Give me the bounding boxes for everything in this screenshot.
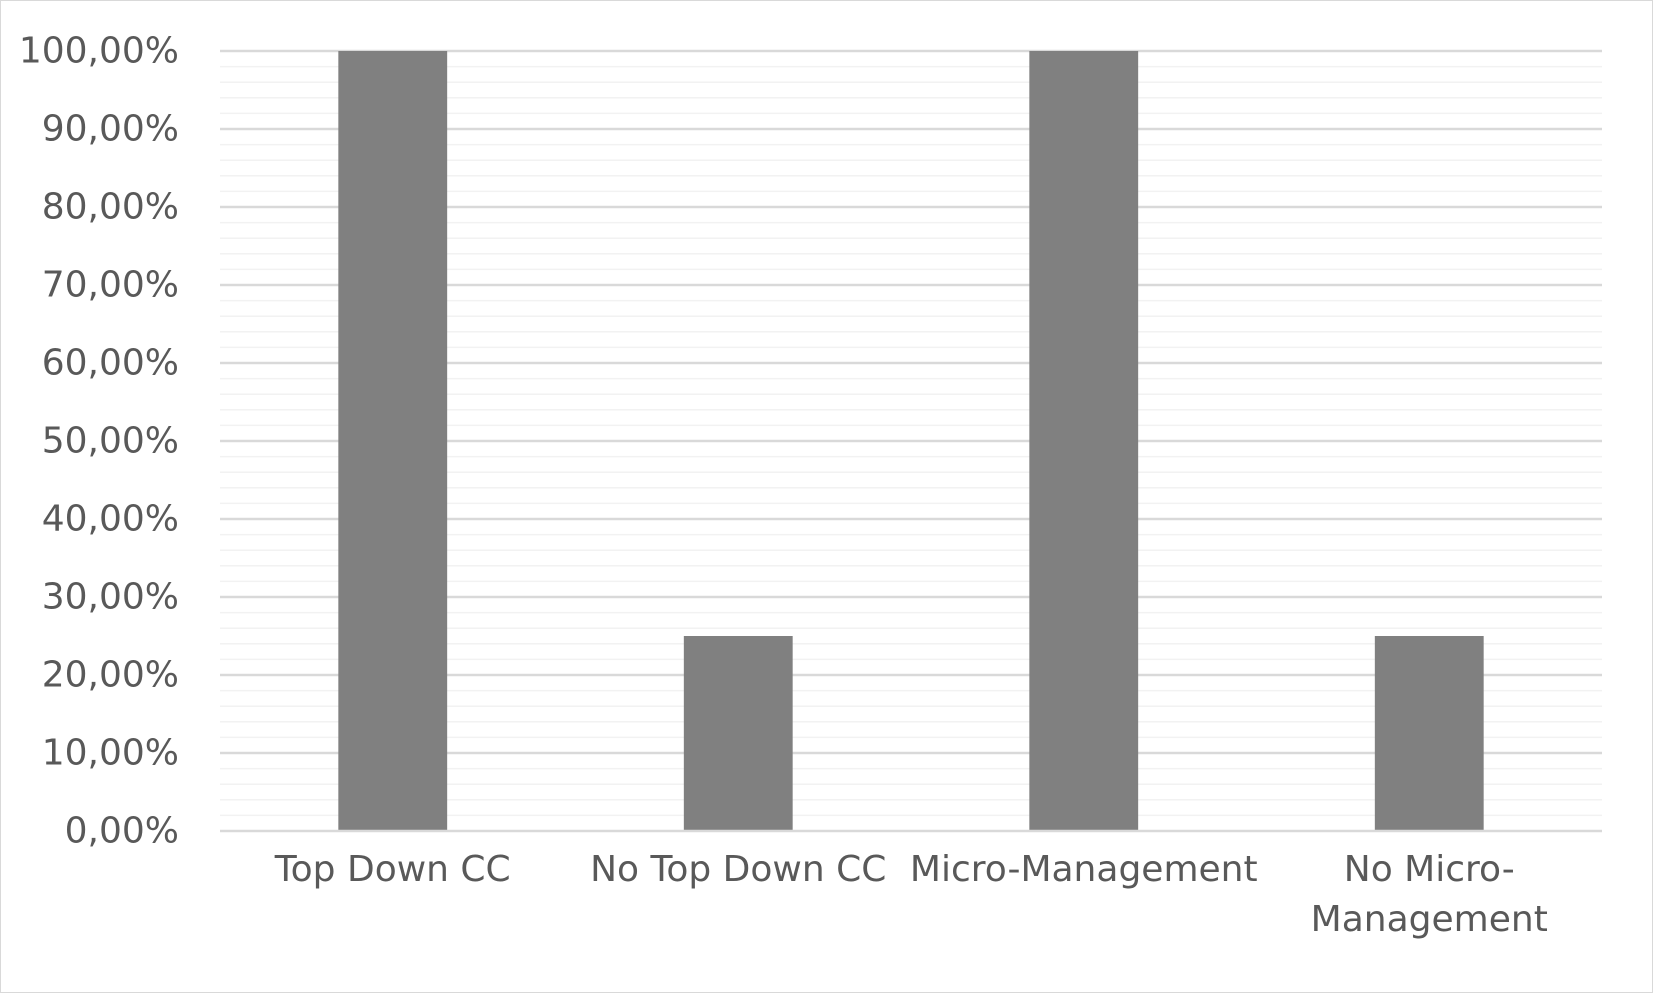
y-tick-label: 20,00% — [42, 655, 179, 696]
bar — [1374, 636, 1484, 831]
x-category-label: Micro-Management — [910, 849, 1258, 890]
y-tick-label: 80,00% — [42, 187, 179, 228]
y-tick-label: 70,00% — [42, 265, 179, 306]
y-tick-label: 50,00% — [42, 421, 179, 462]
y-tick-label: 30,00% — [42, 577, 179, 618]
x-category-label: Top Down CC — [274, 849, 511, 890]
y-tick-label: 40,00% — [42, 499, 179, 540]
y-tick-label: 60,00% — [42, 343, 179, 384]
grid-layer — [220, 49, 1602, 817]
y-tick-label: 10,00% — [42, 733, 179, 774]
y-tick-label: 0,00% — [65, 811, 179, 852]
x-category-label: No Micro- — [1344, 849, 1515, 890]
x-category-label: Management — [1311, 899, 1548, 940]
bar — [338, 51, 448, 831]
bar — [683, 636, 793, 831]
x-category-label: No Top Down CC — [590, 849, 886, 890]
y-tick-label: 100,00% — [19, 31, 179, 72]
y-tick-label: 90,00% — [42, 109, 179, 150]
bar-layer — [338, 51, 1484, 831]
label-layer: 0,00% 10,00% 20,00% 30,00% 40,00% 50,00% 60,00… — [19, 31, 1548, 941]
bar — [1029, 51, 1139, 831]
